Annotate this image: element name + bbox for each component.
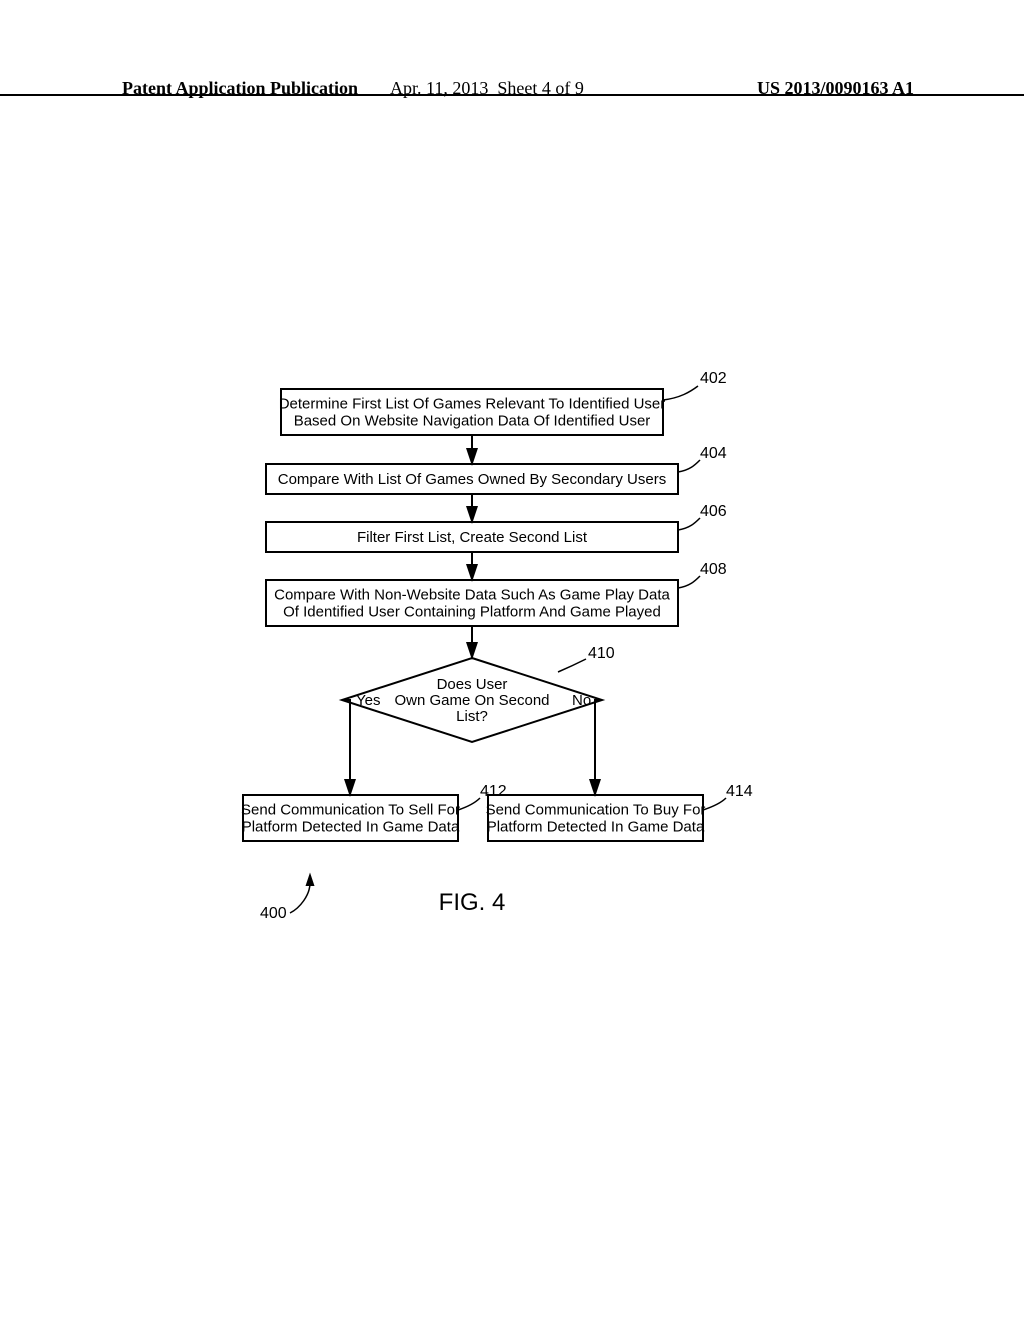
node-text: Platform Detected In Game Data bbox=[242, 819, 460, 836]
figure-label: FIG. 4 bbox=[439, 889, 506, 916]
node-text: Compare With List Of Games Owned By Seco… bbox=[278, 471, 666, 488]
node-text: Own Game On Second bbox=[394, 692, 549, 709]
flowchart-node-406: Filter First List, Create Second List 406 bbox=[266, 503, 727, 552]
node-text: Of Identified User Containing Platform A… bbox=[283, 604, 661, 621]
ref-number: 414 bbox=[726, 783, 753, 800]
ref-number: 406 bbox=[700, 503, 727, 520]
node-text: List? bbox=[456, 708, 488, 725]
ref-number: 408 bbox=[700, 561, 727, 578]
flowchart-edge bbox=[595, 700, 602, 795]
ref-number: 402 bbox=[700, 370, 727, 387]
figure-ref: 400 bbox=[260, 905, 287, 922]
node-text: Does User bbox=[437, 676, 508, 693]
flowchart-diagram: Determine First List Of Games Relevant T… bbox=[0, 0, 1024, 1320]
ref-number: 404 bbox=[700, 445, 727, 462]
node-text: Compare With Non-Website Data Such As Ga… bbox=[274, 587, 670, 604]
edge-label: Yes bbox=[356, 692, 380, 709]
node-text: Based On Website Navigation Data Of Iden… bbox=[294, 413, 651, 430]
node-text: Platform Detected In Game Data bbox=[487, 819, 705, 836]
node-text: Determine First List Of Games Relevant T… bbox=[279, 396, 666, 413]
flowchart-node-414: Send Communication To Buy ForPlatform De… bbox=[486, 783, 753, 841]
flowchart-node-412: Send Communication To Sell ForPlatform D… bbox=[241, 783, 507, 841]
flowchart-node-404: Compare With List Of Games Owned By Seco… bbox=[266, 445, 727, 494]
edge-label: No bbox=[572, 692, 591, 709]
flowchart-edge bbox=[342, 700, 350, 795]
node-text: Send Communication To Buy For bbox=[486, 802, 706, 819]
node-text: Send Communication To Sell For bbox=[241, 802, 460, 819]
node-text: Filter First List, Create Second List bbox=[357, 529, 588, 546]
figure-ref-arrow bbox=[290, 883, 310, 913]
ref-number: 410 bbox=[588, 645, 615, 662]
flowchart-node-402: Determine First List Of Games Relevant T… bbox=[279, 370, 727, 435]
flowchart-node-408: Compare With Non-Website Data Such As Ga… bbox=[266, 561, 727, 626]
